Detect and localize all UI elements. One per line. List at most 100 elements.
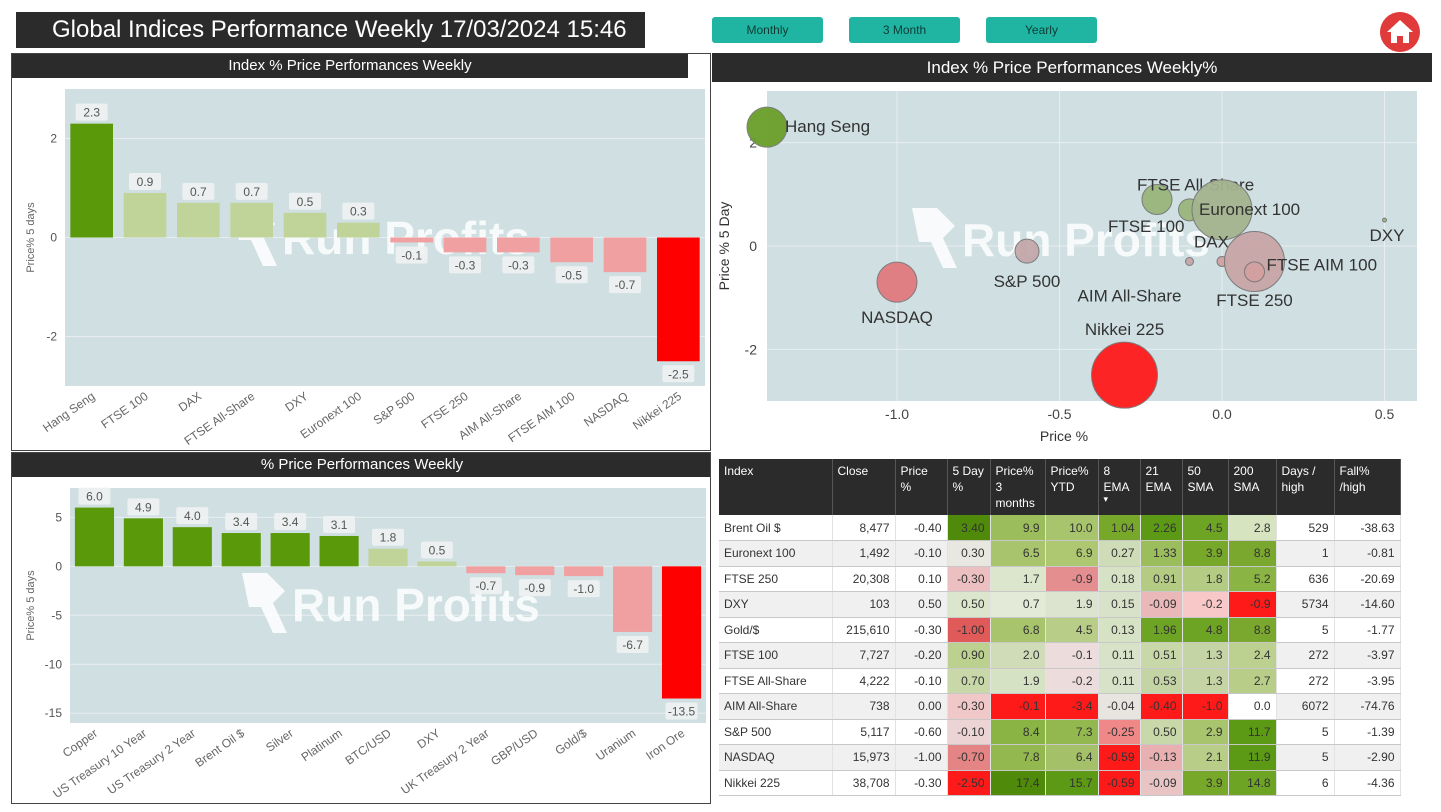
index-data-label: -0.3 [455, 258, 476, 272]
asset-label-bg [274, 513, 307, 531]
scatter-point-ftse-all-share [1141, 184, 1173, 215]
table-row[interactable]: Nikkei 225 38,708 -0.30 -2.50 17.4 15.7 -0.59-… [719, 770, 1401, 796]
column-header-21-ema[interactable]: 21 EMA [1140, 459, 1183, 515]
table-cell: 1.33 [1140, 540, 1183, 567]
table-row[interactable]: Gold/$ 215,610 -0.30 -1.00 6.8 4.5 0.13 1.96 4.8… [719, 617, 1401, 643]
scatter-point-label: DAX [1194, 233, 1229, 252]
table-row[interactable]: NASDAQ 15,973 -1.00 -0.70 7.8 6.4 -0.59 -0.13 2.… [719, 744, 1401, 771]
index-data-label: 0.9 [137, 175, 154, 189]
column-header-50-sma[interactable]: 50 SMA [1182, 459, 1229, 515]
asset-y-tick: -5 [51, 608, 62, 622]
column-header-label: 200 SMA [1233, 464, 1260, 494]
home-button[interactable] [1380, 12, 1420, 52]
index-y-tick: -2 [46, 330, 57, 344]
index-label-bg [395, 246, 428, 264]
scatter-y-tick: 2 [749, 135, 757, 151]
column-header-price-ytd[interactable]: Price% YTD [1045, 459, 1099, 515]
table-cell: -0.2 [1045, 668, 1099, 694]
three-month-button[interactable]: 3 Month [849, 17, 960, 43]
table-cell: 11.9 [1228, 744, 1277, 771]
asset-data-label: -0.9 [524, 581, 545, 595]
index-bar-ftse-250 [443, 237, 487, 253]
table-cell: FTSE 250 [719, 566, 833, 592]
table-cell: S&P 500 [719, 719, 833, 745]
index-label-bg [555, 266, 588, 284]
scatter-point-label: Nikkei 225 [1085, 320, 1164, 339]
table-cell: 8,477 [832, 515, 896, 541]
asset-y-tick: 5 [55, 510, 62, 524]
table-row[interactable]: Brent Oil $8,477 -0.40 3.40 9.9 10.0 1.04 2.26… [719, 515, 1401, 541]
index-label-bg [662, 365, 695, 383]
table-cell: 1.7 [990, 566, 1046, 592]
column-header-label: Price% 3 months [995, 464, 1035, 510]
table-cell: -1.0 [1182, 693, 1229, 720]
table-cell: 4,222 [832, 668, 896, 694]
table-row[interactable]: AIM All-Share 738 0.00 -0.30 -0.1 -3.4 -0.04 -0… [719, 693, 1401, 720]
index-bar-nikkei-225 [657, 237, 700, 362]
scatter-x-label: Price % [1040, 428, 1088, 444]
scatter-x-tick: -0.5 [1047, 406, 1071, 422]
table-row[interactable]: FTSE 100 7,727 -0.20 0.90 2.0 -0.1 0.11 0.51 1.3… [719, 642, 1401, 669]
column-header-8-ema[interactable]: 8 EMA ▾ [1098, 459, 1141, 515]
index-y-label: Price% 5 days [25, 202, 37, 273]
home-icon [1387, 20, 1413, 43]
yearly-button[interactable]: Yearly [986, 17, 1097, 43]
table-cell: 2.9 [1182, 719, 1229, 745]
table-cell: 5 [1276, 719, 1335, 745]
table-cell: -0.9 [1045, 566, 1099, 592]
table-row[interactable]: FTSE 250 20,308 0.10 -0.30 1.7 -0.9 0.18 0.91 1.… [719, 566, 1401, 592]
table-cell: -74.76 [1334, 693, 1401, 720]
asset-data-label: 3.4 [282, 515, 299, 529]
column-header-5-day[interactable]: 5 Day % [947, 459, 991, 515]
asset-x-tick: Iron Ore [643, 726, 687, 763]
column-header-close[interactable]: Close [832, 459, 896, 515]
asset-y-tick: -15 [45, 706, 63, 720]
table-cell: 3.40 [947, 515, 991, 541]
asset-x-tick: Silver [263, 726, 296, 755]
table-row[interactable]: Euronext 100 1,492 -0.10 0.30 6.5 6.9 0.27 1.33… [719, 540, 1401, 567]
index-data-label: -0.3 [508, 258, 529, 272]
monthly-button[interactable]: Monthly [712, 17, 823, 43]
index-bar-nasdaq [603, 237, 647, 273]
column-header-index[interactable]: Index [719, 459, 833, 515]
table-cell: -0.09 [1140, 770, 1183, 796]
column-header-label: Close [837, 464, 869, 478]
scatter-point-nikkei-225 [1091, 341, 1158, 409]
table-cell: 2.4 [1228, 642, 1277, 669]
asset-data-label: 4.9 [135, 500, 152, 514]
asset-bar-platinum [319, 535, 359, 567]
table-cell: -1.77 [1334, 617, 1401, 643]
column-header-200-sma[interactable]: 200 SMA [1228, 459, 1277, 515]
index-data-label: -0.5 [561, 268, 582, 282]
table-row[interactable]: DXY 103 0.50 0.50 0.7 1.9 0.15 -0.09 -0.2 -0.9 573… [719, 591, 1401, 618]
asset-data-label: 0.5 [429, 543, 446, 557]
asset-x-tick: US Treasury 2 Year [105, 726, 198, 797]
scatter-x-tick: 0.5 [1375, 406, 1395, 422]
table-cell: 7,727 [832, 642, 896, 669]
asset-bar-chart: 5 0 -5 -10 -15 Run Profits 6.0 Copper 4.9 US Trea… [25, 487, 706, 801]
table-cell: -0.81 [1334, 540, 1401, 567]
column-header-price-3-months[interactable]: Price% 3 months [990, 459, 1046, 515]
asset-data-label: 1.8 [380, 531, 397, 545]
table-cell: 3.9 [1182, 540, 1229, 567]
table-cell: 2.8 [1228, 515, 1277, 541]
table-cell: Brent Oil $ [719, 515, 833, 541]
index-bar-dax [177, 202, 220, 238]
table-row[interactable]: S&P 500 5,117 -0.60 -0.10 8.4 7.3 -0.25 0.50 2.9… [719, 719, 1401, 745]
index-data-label: 0.7 [190, 185, 207, 199]
index-x-tick: FTSE 100 [98, 389, 151, 432]
column-header-fall-high[interactable]: Fall% /high [1334, 459, 1401, 515]
index-label-bg [289, 192, 321, 210]
asset-bar-iron-ore [661, 566, 702, 699]
table-row[interactable]: FTSE All-Share 4,222 -0.10 0.70 1.9 -0.2 0.11 0… [719, 668, 1401, 694]
column-header-price[interactable]: Price % [895, 459, 948, 515]
column-header-days-high[interactable]: Days / high [1276, 459, 1335, 515]
asset-bar-us-treasury-2-year [172, 527, 212, 567]
index-bar-dxy [283, 212, 327, 238]
table-cell: -0.09 [1140, 591, 1183, 618]
table-cell: 6.5 [990, 540, 1046, 567]
table-cell: 0.11 [1098, 668, 1141, 694]
asset-label-bg [616, 635, 649, 653]
scatter-y-tick: 0 [749, 238, 757, 254]
table-cell: 10.0 [1045, 515, 1099, 541]
